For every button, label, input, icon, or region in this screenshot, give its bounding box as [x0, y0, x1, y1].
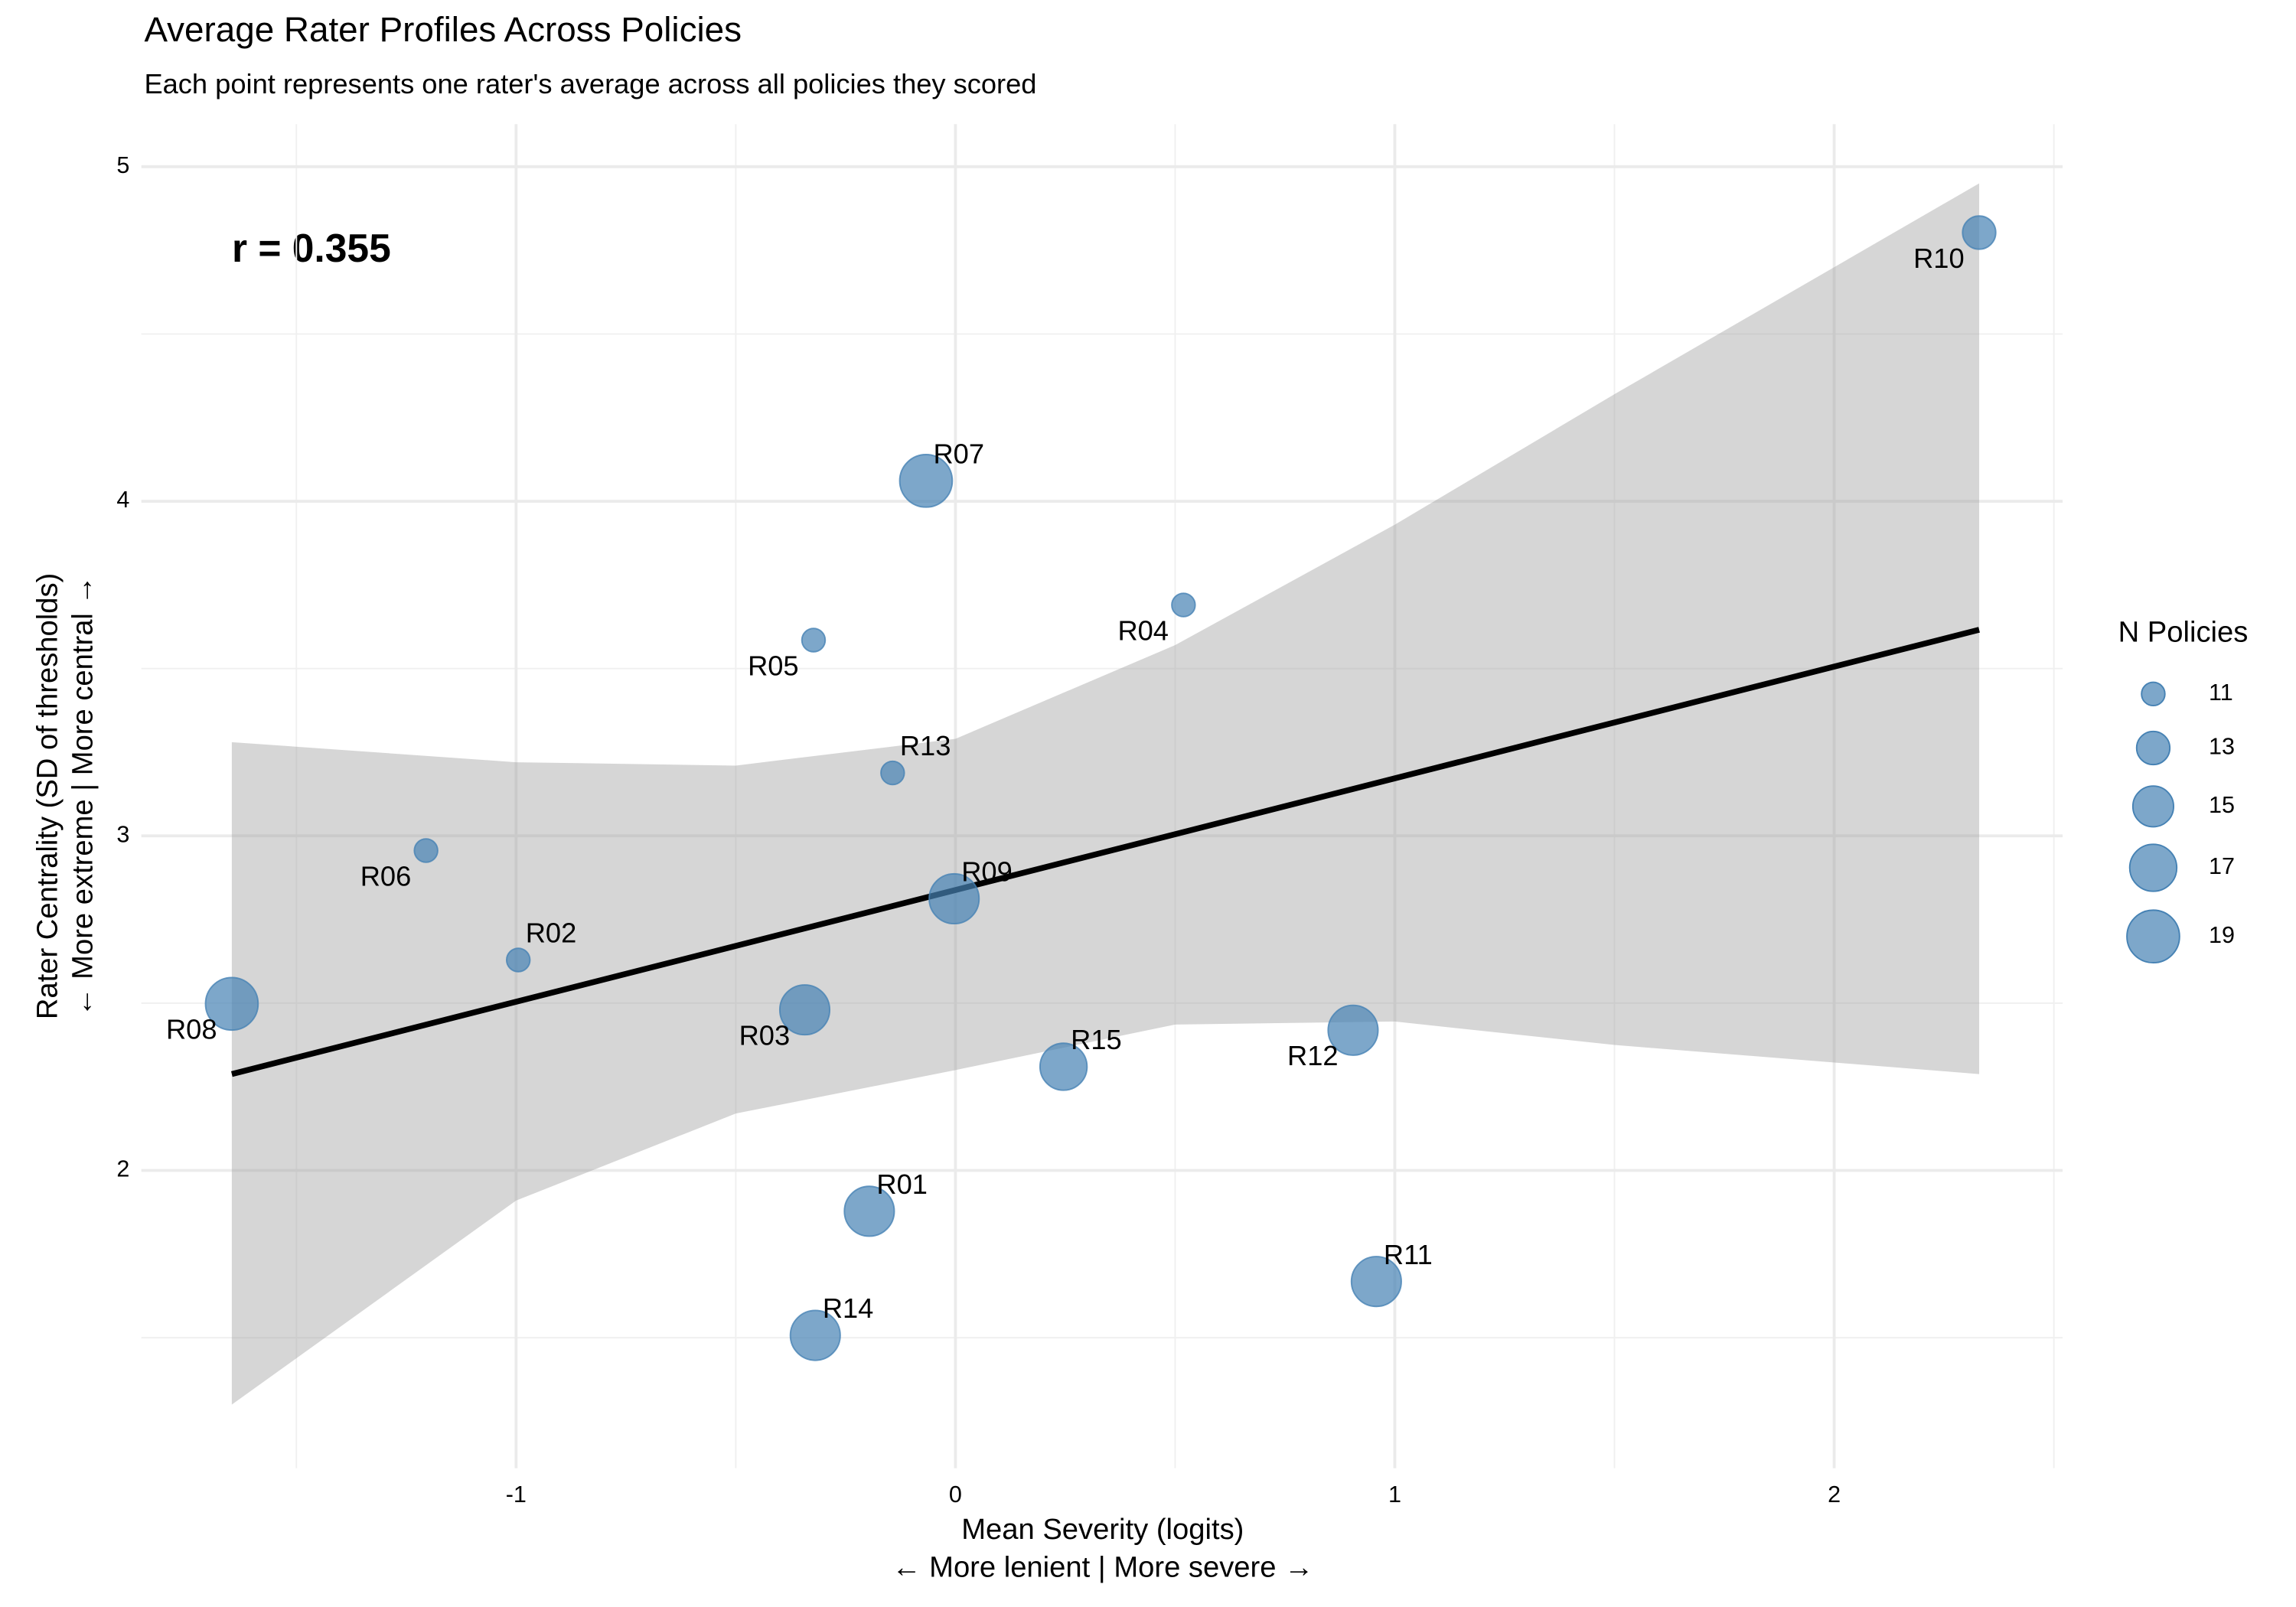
point-label: R02: [526, 918, 577, 949]
point: [1171, 592, 1196, 618]
point-label: R09: [961, 856, 1013, 888]
x-axis-title: Mean Severity (logits): [961, 1513, 1244, 1546]
legend-label: 13: [2209, 734, 2235, 760]
point: [204, 976, 259, 1032]
point: [789, 1309, 841, 1361]
confidence-band: [231, 183, 1980, 1405]
point-label: R10: [1913, 243, 1965, 274]
legend-title: N Policies: [2118, 616, 2249, 649]
y-axis-subtitle: ← More extreme | More central →: [66, 575, 99, 1016]
legend-symbol: [2131, 785, 2174, 828]
y-tick-label: 4: [116, 487, 129, 513]
point: [778, 984, 831, 1036]
point-label: R07: [933, 438, 984, 469]
x-tick-label: -1: [506, 1482, 527, 1508]
point: [1327, 1004, 1379, 1056]
point: [505, 947, 531, 973]
legend-symbol: [2126, 909, 2180, 964]
y-tick-label: 2: [116, 1156, 129, 1182]
x-tick-label: 2: [1828, 1482, 1841, 1508]
point-label: R03: [739, 1019, 791, 1051]
x-axis-subtitle: ← More lenient | More severe →: [892, 1550, 1313, 1583]
point: [1350, 1256, 1402, 1308]
legend-label: 11: [2209, 680, 2233, 706]
chart-title: Average Rater Profiles Across Policies: [144, 10, 742, 49]
point: [801, 627, 827, 653]
x-tick-label: 0: [949, 1482, 962, 1508]
legend-symbol: [2128, 843, 2178, 892]
point-label: R15: [1071, 1024, 1122, 1055]
point-label: R14: [823, 1292, 874, 1324]
chart-subtitle: Each point represents one rater's averag…: [144, 68, 1036, 99]
point-label: R01: [876, 1169, 928, 1200]
legend-label: 17: [2209, 853, 2235, 879]
point-label: R13: [900, 730, 951, 761]
point: [413, 838, 439, 863]
x-tick-label: 1: [1388, 1482, 1401, 1508]
point-label: R11: [1384, 1239, 1433, 1270]
legend-symbol: [2141, 681, 2166, 707]
point: [1039, 1042, 1088, 1091]
y-axis-title: Rater Centrality (SD of thresholds): [31, 573, 64, 1019]
point-label: R04: [1117, 614, 1169, 646]
point-label: R06: [360, 860, 412, 892]
fit-line: [230, 627, 1980, 1077]
point-label: R12: [1287, 1040, 1339, 1071]
y-tick-label: 5: [116, 152, 129, 178]
point-label: R08: [166, 1014, 217, 1045]
legend-symbol: [2135, 730, 2171, 766]
background: [17, 0, 2279, 1607]
point: [880, 760, 905, 786]
point: [899, 454, 954, 508]
y-tick-label: 3: [116, 821, 129, 847]
point-label: R05: [748, 650, 799, 681]
point: [843, 1185, 895, 1237]
annotation: r = 0.355: [232, 226, 391, 270]
point: [1962, 215, 1997, 250]
legend-label: 19: [2209, 922, 2235, 948]
point: [928, 872, 980, 925]
legend-label: 15: [2209, 792, 2235, 818]
